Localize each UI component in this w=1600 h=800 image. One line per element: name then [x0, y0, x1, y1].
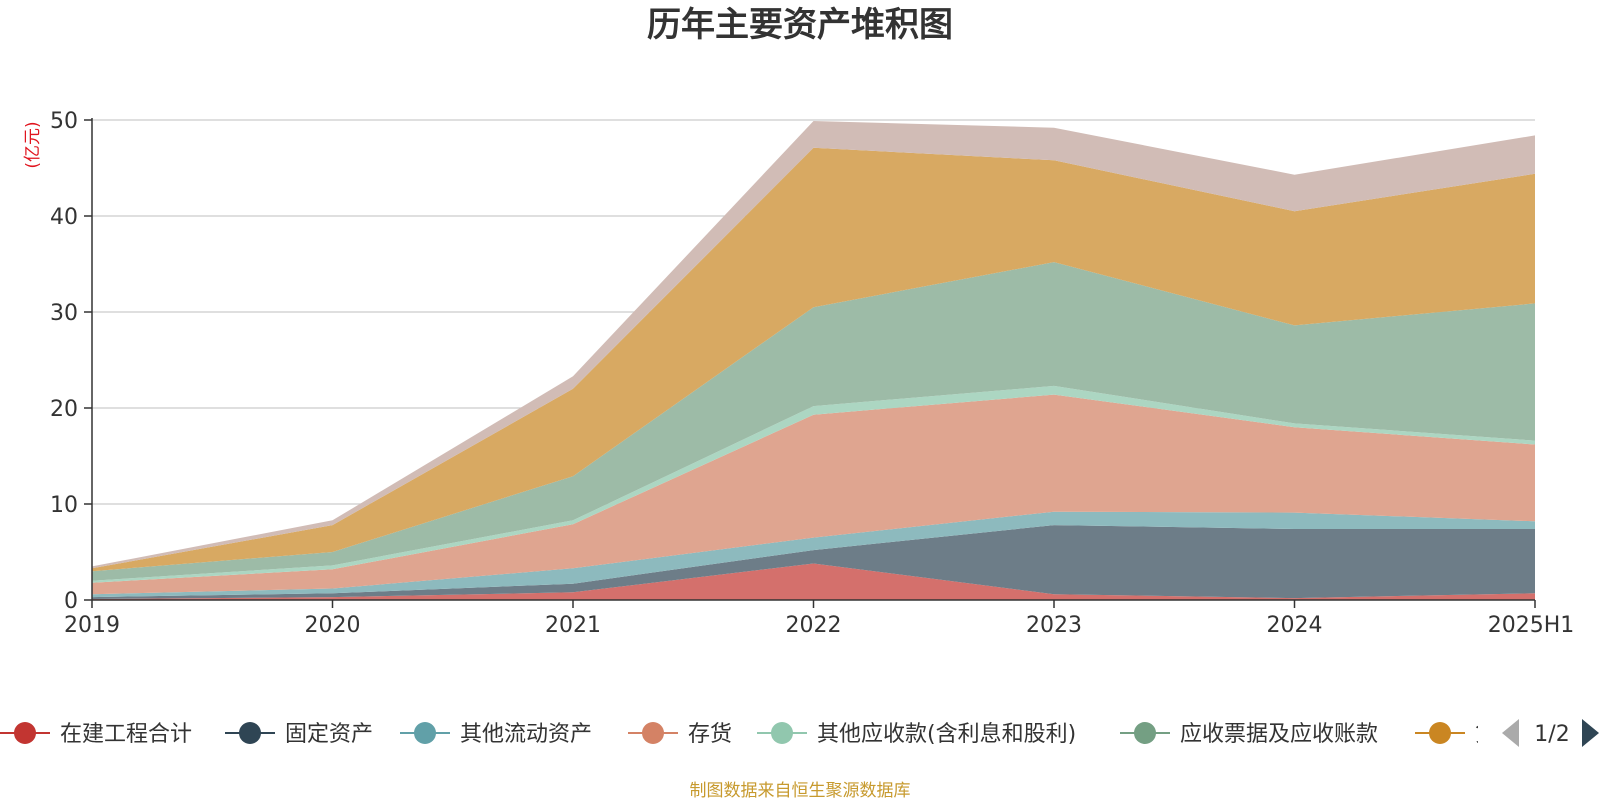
- stacked-areas: [92, 121, 1535, 600]
- area-series-6: [92, 147, 1535, 572]
- x-tick-label: 2022: [786, 613, 842, 638]
- y-tick-label: 0: [64, 589, 78, 614]
- legend: 在建工程合计 固定资产 其他流动资产 存货 其他应收款(含利息和股利) 应收票据及应收账款…: [0, 719, 1599, 747]
- y-axis-unit-label: (亿元): [23, 121, 43, 168]
- area-series-5: [92, 262, 1535, 581]
- legend-label: 应收票据及应收账款: [1180, 722, 1378, 747]
- legend-marker-icon: [1134, 722, 1156, 744]
- legend-next-page-icon[interactable]: [1582, 719, 1599, 747]
- legend-label: 货: [1475, 722, 1497, 747]
- area-series-7: [92, 121, 1535, 569]
- legend-item[interactable]: 固定资产: [225, 722, 373, 747]
- x-tick-label: 2025H1: [1488, 613, 1575, 638]
- legend-label: 其他流动资产: [460, 722, 592, 747]
- source-note: 制图数据来自恒生聚源数据库: [690, 781, 911, 800]
- legend-marker-icon: [1429, 722, 1451, 744]
- x-tick-label: 2020: [305, 613, 361, 638]
- legend-item[interactable]: 应收票据及应收账款: [1120, 722, 1378, 747]
- y-tick-label: 50: [50, 109, 78, 134]
- legend-label: 存货: [688, 722, 732, 747]
- area-series-1: [92, 525, 1535, 599]
- area-series-3: [92, 394, 1535, 595]
- legend-item[interactable]: 在建工程合计: [0, 722, 192, 747]
- area-series-0: [92, 563, 1535, 600]
- legend-item[interactable]: 其他应收款(含利息和股利): [757, 722, 1076, 747]
- legend-marker-icon: [414, 722, 436, 744]
- legend-label: 固定资产: [285, 722, 373, 747]
- y-tick-label: 40: [50, 205, 78, 230]
- legend-marker-icon: [14, 722, 36, 744]
- legend-prev-page-icon[interactable]: [1502, 719, 1519, 747]
- area-series-2: [92, 511, 1535, 598]
- x-tick-label: 2019: [64, 613, 120, 638]
- legend-marker-icon: [239, 722, 261, 744]
- x-tick-label: 2024: [1267, 613, 1323, 638]
- axes: 0 10 20 30 40 50 2019 2020 2021 2022 2023 2024 2025H…: [50, 109, 1574, 638]
- legend-page-indicator: 1/2: [1534, 722, 1569, 747]
- y-tick-label: 30: [50, 301, 78, 326]
- y-tick-label: 10: [50, 493, 78, 518]
- legend-label: 在建工程合计: [60, 722, 192, 747]
- legend-marker-icon: [642, 722, 664, 744]
- legend-label: 其他应收款(含利息和股利): [817, 722, 1076, 747]
- legend-item[interactable]: 存货: [628, 722, 732, 747]
- chart-title: 历年主要资产堆积图: [647, 5, 953, 45]
- x-tick-label: 2021: [545, 613, 601, 638]
- x-tick-label: 2023: [1026, 613, 1082, 638]
- legend-marker-icon: [771, 722, 793, 744]
- legend-items: 在建工程合计 固定资产 其他流动资产 存货 其他应收款(含利息和股利) 应收票据及应收账款…: [0, 722, 1497, 747]
- y-tick-label: 20: [50, 397, 78, 422]
- legend-item[interactable]: 货: [1415, 722, 1497, 747]
- legend-item[interactable]: 其他流动资产: [400, 722, 592, 747]
